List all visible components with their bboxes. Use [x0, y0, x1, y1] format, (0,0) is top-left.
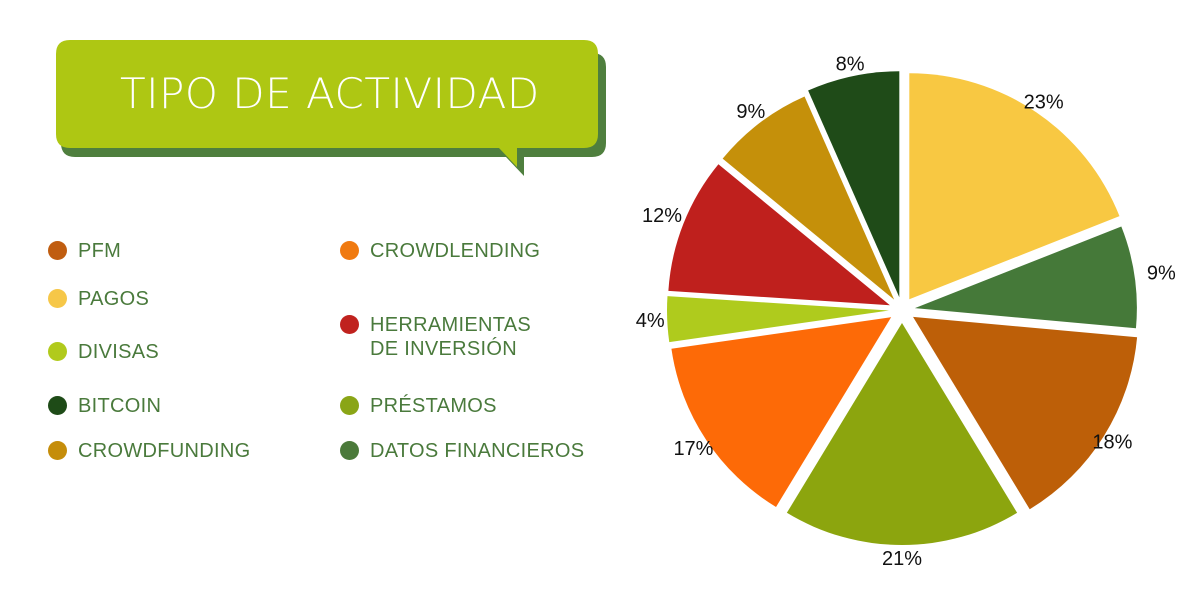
legend-label-line: DE INVERSIÓN [370, 338, 517, 360]
pie-slice-label: 4% [636, 310, 665, 332]
pie-slice [808, 71, 900, 298]
legend-dot [340, 241, 359, 260]
pie-slice-label: 12% [642, 205, 682, 227]
pie-slice [671, 317, 892, 507]
legend-dot [48, 241, 67, 260]
pie-slice-label: 18% [1092, 431, 1132, 453]
title-banner [56, 40, 606, 176]
legend-dot [340, 315, 359, 334]
pie-slice [913, 316, 1138, 510]
legend-dot [48, 441, 67, 460]
legend-dot [48, 342, 67, 361]
pie-slice [914, 226, 1137, 329]
chart-title: TIPO DE ACTIVIDAD [120, 69, 540, 118]
pie-chart: 23% 9% 18% 21% 17% 4% 12% 9% 8% [636, 53, 1176, 570]
pie-slice [722, 96, 895, 300]
pie-slice [667, 296, 890, 343]
legend-label: CROWDFUNDING [78, 440, 251, 462]
legend-label-line: HERRAMIENTAS [370, 314, 532, 336]
title-banner-bubble [56, 40, 598, 167]
legend-label: BITCOIN [78, 395, 162, 417]
pie-slice-label: 9% [736, 101, 765, 123]
legend-dot [340, 441, 359, 460]
legend-label: PAGOS [78, 288, 150, 310]
legend-dot [48, 396, 67, 415]
pie-slice [909, 73, 1120, 300]
legend-label: DATOS FINANCIEROS [370, 440, 585, 462]
legend-label: PRÉSTAMOS [370, 395, 497, 417]
pie-labels: 23% 9% 18% 21% 17% 4% 12% 9% 8% [636, 53, 1176, 570]
legend-label: HERRAMIENTAS DE INVERSIÓN [370, 313, 531, 361]
pie-slice-label: 9% [1147, 263, 1176, 285]
pie-slice-label: 23% [1024, 92, 1064, 114]
pie-slice [668, 164, 890, 306]
legend-dot [340, 396, 359, 415]
pie-slice-label: 8% [836, 53, 865, 75]
pie-slice-label: 17% [673, 438, 713, 460]
legend-dot [48, 289, 67, 308]
pie-slice [786, 323, 1018, 546]
legend-label: CROWDLENDING [370, 240, 541, 262]
legend-label: DIVISAS [78, 341, 160, 363]
pie-slice-label: 21% [882, 548, 922, 570]
pie-slices [667, 71, 1138, 546]
legend-label: PFM [78, 240, 122, 262]
